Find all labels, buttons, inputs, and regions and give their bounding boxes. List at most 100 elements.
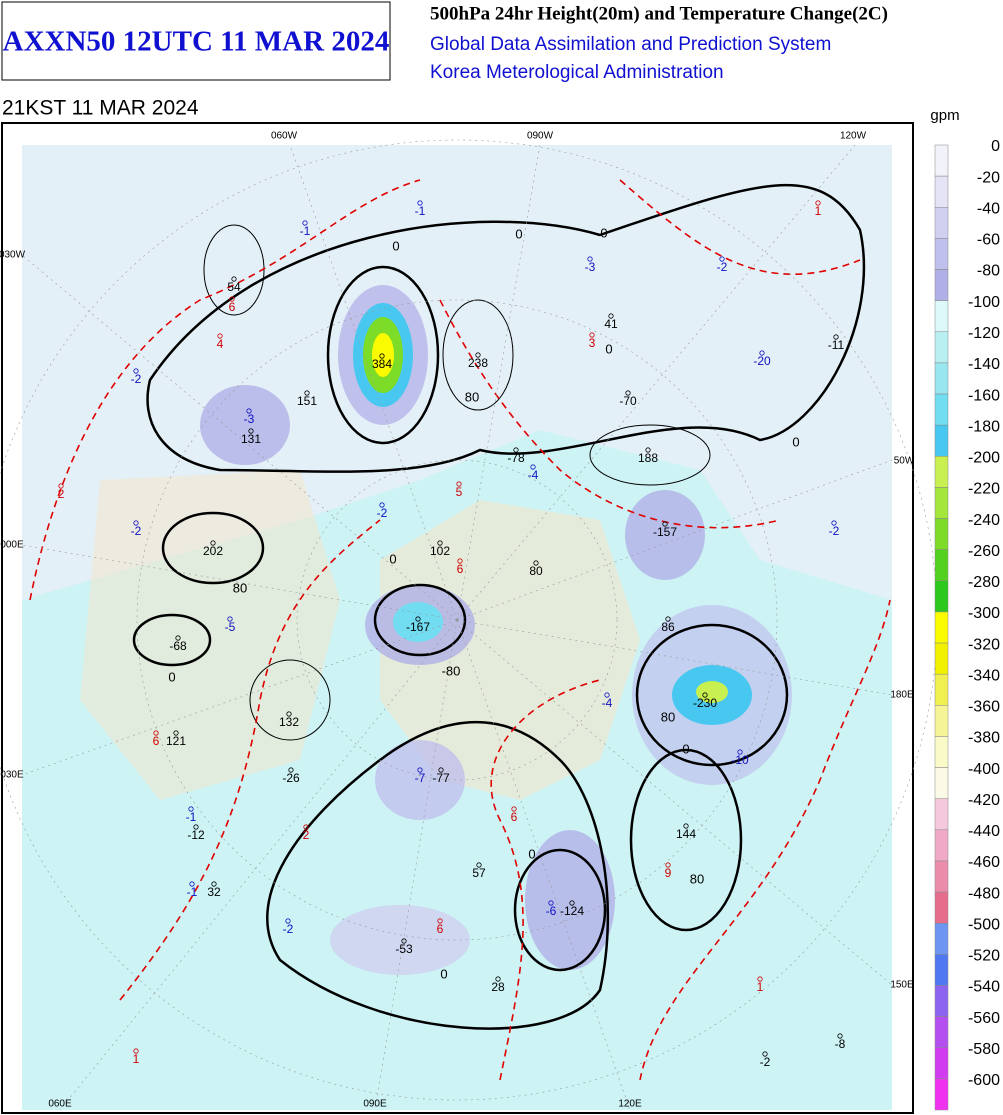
contour-label: 0 — [792, 434, 799, 449]
station-marker — [285, 918, 291, 924]
height-change-label: 102 — [430, 544, 450, 558]
colorbar-unit: gpm — [930, 107, 959, 124]
colorbar-label: -500 — [968, 916, 1000, 933]
height-change-label: 202 — [203, 544, 223, 558]
station-marker — [762, 1051, 768, 1057]
grid-label: 180E — [890, 690, 914, 701]
temperature-change-label: -20 — [753, 354, 771, 368]
contour — [161, 511, 265, 585]
station-marker — [211, 881, 217, 887]
height-change-label: -78 — [507, 451, 525, 465]
height-change-label: 28 — [491, 980, 505, 994]
product-title: AXXN50 12UTC 11 MAR 2024 — [3, 26, 390, 58]
station-marker — [286, 711, 292, 717]
temperature-change-label: -1 — [187, 885, 198, 899]
colorbar-cell — [934, 580, 949, 613]
station-marker — [837, 1033, 843, 1039]
height-change-label: -77 — [432, 771, 450, 785]
colorbar-label: -320 — [968, 636, 1000, 653]
colorbar-label: -480 — [968, 885, 1000, 902]
contour-label: 0 — [528, 846, 535, 861]
temperature-change-label: 6 — [457, 562, 464, 576]
station-marker — [189, 881, 195, 887]
colorbar-label: -260 — [968, 543, 1000, 560]
height-change-label: 188 — [638, 451, 658, 465]
colorbar-label: 0 — [991, 138, 1000, 155]
height-change-label: -230 — [693, 696, 717, 710]
station-marker — [437, 918, 443, 924]
station-marker — [415, 616, 421, 622]
meridian — [21, 619, 458, 776]
grid-label: 120W — [840, 131, 867, 142]
temperature-change-label: -1 — [415, 204, 426, 218]
temperature-change-label: 4 — [217, 337, 224, 351]
temperature-change-label: -10 — [731, 753, 749, 767]
station-marker — [438, 767, 444, 773]
station-marker — [304, 390, 310, 396]
meridian — [21, 254, 458, 621]
meridian — [456, 619, 631, 1111]
station-marker — [604, 692, 610, 698]
station-marker — [229, 296, 235, 302]
colorbar-cell — [934, 456, 949, 488]
station-marker — [625, 390, 631, 396]
contour-label: 80 — [465, 389, 479, 404]
station-marker — [133, 520, 139, 526]
grid-label: 090E — [363, 1099, 387, 1110]
station-marker — [475, 352, 481, 358]
station-marker — [757, 976, 763, 982]
height-change-label: -167 — [406, 620, 430, 634]
station-marker — [188, 806, 194, 812]
contour-label: 80 — [690, 871, 704, 886]
meridian — [374, 619, 458, 1111]
grid-label: 090W — [527, 131, 554, 142]
temperature-change-label: 1 — [815, 204, 822, 218]
temperature-change-label: 6 — [511, 810, 518, 824]
land — [380, 500, 640, 800]
station-marker — [231, 276, 237, 282]
temperature-change-label: 1 — [133, 1052, 140, 1066]
contour-label: 0 — [605, 341, 612, 356]
colorbar-label: -220 — [968, 481, 1000, 498]
temperature-contour — [639, 599, 891, 1081]
colorbar-label: -400 — [968, 761, 1000, 778]
latitude-circle — [296, 459, 618, 781]
contour-label: -80 — [442, 663, 461, 678]
colorbar-cell — [934, 705, 949, 737]
subtitle: Global Data Assimilation and Prediction … — [430, 34, 831, 55]
contour — [249, 659, 331, 741]
contour-label: 0 — [515, 226, 522, 241]
contour-label: 0 — [168, 669, 175, 684]
temperature-change-label: 6 — [153, 734, 160, 748]
colorbar-cell — [934, 798, 949, 831]
colorbar-label: -60 — [977, 232, 1000, 249]
temperature-change-label: -7 — [415, 771, 426, 785]
temperature-change-label: -2 — [283, 922, 294, 936]
temperature-change-label: -3 — [244, 412, 255, 426]
colorbar-label: -40 — [977, 200, 1000, 217]
station-marker — [548, 900, 554, 906]
grid-label: 060E — [48, 1099, 72, 1110]
station-marker — [587, 256, 593, 262]
meridian — [456, 144, 541, 621]
station-marker — [437, 540, 443, 546]
temperature-change-label: -2 — [131, 524, 142, 538]
contour — [373, 583, 467, 657]
shade — [372, 333, 394, 377]
colorbar-label: -460 — [968, 854, 1000, 871]
subtitle: Korea Meterological Administration — [430, 62, 724, 83]
station-marker — [759, 350, 765, 356]
contour — [203, 224, 265, 316]
height-change-label: -8 — [835, 1037, 846, 1051]
colorbar-label: -420 — [968, 792, 1000, 809]
colorbar-label: -80 — [977, 263, 1000, 280]
height-change-label: -12 — [187, 828, 205, 842]
colorbar-cell — [934, 362, 949, 395]
temperature-change-label: 3 — [589, 336, 596, 350]
colorbar-cell — [934, 207, 949, 239]
meridian — [21, 544, 458, 621]
map — [0, 139, 938, 1111]
contour-label: 0 — [440, 966, 447, 981]
temperature-change-label: -2 — [717, 260, 728, 274]
